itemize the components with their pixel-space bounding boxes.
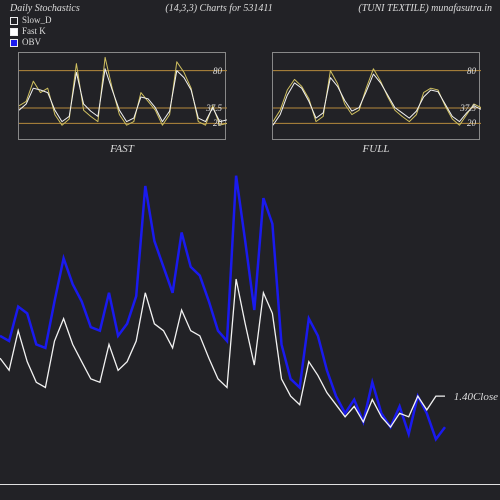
- legend-label-fast: Fast K: [22, 26, 46, 37]
- mini-chart-fast-label: FAST: [18, 143, 226, 155]
- footer-divider: [0, 484, 500, 485]
- legend-fast-k: Fast K: [10, 26, 490, 37]
- source-site: munafasutra.in: [431, 3, 492, 14]
- mini-charts-row: 80 37.5 20 FAST 80 37.5 20 FULL: [0, 50, 500, 155]
- mini-chart-fast: 80 37.5 20: [18, 52, 226, 140]
- mini-ytick-label: 37.5: [206, 103, 222, 113]
- legend-swatch-empty: [10, 17, 18, 25]
- mini-ytick-label: 20: [213, 118, 222, 128]
- ticker-symbol: (TUNI TEXTILE): [358, 3, 428, 14]
- mini-chart-full-label: FULL: [272, 143, 480, 155]
- legend-obv: OBV: [10, 37, 490, 48]
- mini-ytick-label: 37.5: [460, 103, 476, 113]
- mini-chart-fast-wrap: 80 37.5 20 FAST: [18, 52, 226, 155]
- header-title-right: (TUNI TEXTILE) munafasutra.in: [358, 3, 492, 14]
- legend-swatch-blue: [10, 39, 18, 47]
- legend: Slow_D Fast K OBV: [0, 15, 500, 50]
- legend-label-slow: Slow_D: [22, 15, 52, 26]
- chart-header: Daily Stochastics (14,3,3) Charts for 53…: [0, 0, 500, 15]
- close-price-label: 1.40Close: [454, 391, 498, 403]
- mini-chart-full: 80 37.5 20: [272, 52, 480, 140]
- legend-label-obv: OBV: [22, 37, 41, 48]
- main-obv-chart: 1.40Close: [0, 155, 500, 465]
- mini-ytick-label: 80: [213, 66, 222, 76]
- header-title-left: Daily Stochastics: [10, 3, 80, 14]
- mini-ytick-label: 20: [467, 118, 476, 128]
- legend-slow-d: Slow_D: [10, 15, 490, 26]
- legend-swatch-white: [10, 28, 18, 36]
- header-title-mid: (14,3,3) Charts for 531411: [165, 3, 272, 14]
- mini-ytick-label: 80: [467, 66, 476, 76]
- mini-chart-full-wrap: 80 37.5 20 FULL: [272, 52, 480, 155]
